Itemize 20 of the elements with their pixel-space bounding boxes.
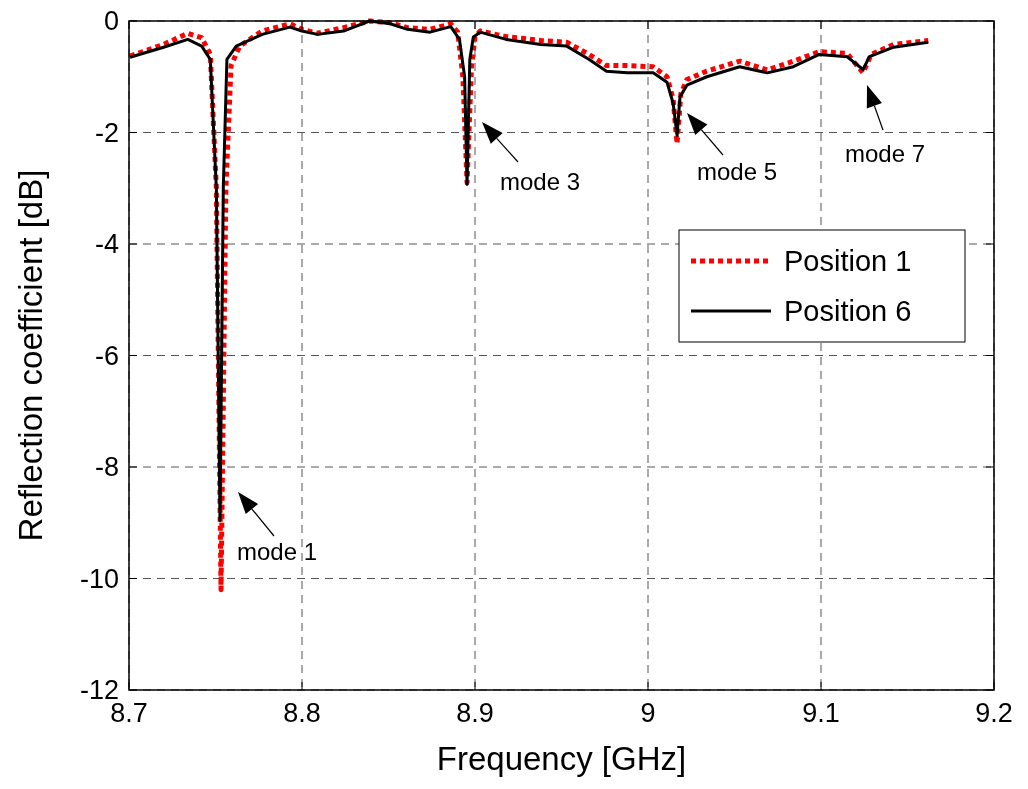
x-tick-label: 8.8	[283, 698, 321, 728]
annotation: mode 3	[500, 168, 581, 195]
annotation: mode 5	[697, 158, 778, 185]
annotation: mode 1	[237, 538, 318, 565]
x-tick-label: 8.9	[456, 698, 494, 728]
y-tick-label: -4	[94, 229, 119, 259]
x-tick-label: 9.2	[975, 698, 1013, 728]
y-tick-label: -6	[94, 340, 119, 371]
y-tick-label: 0	[103, 6, 119, 36]
y-axis-title: Reflection coefficient [dB]	[12, 169, 49, 542]
y-tick-label: -8	[94, 452, 119, 482]
x-tick-label: 8.7	[110, 698, 148, 728]
legend-label: Position 6	[784, 295, 912, 327]
x-tick-label: 9.1	[802, 698, 840, 728]
annotation: mode 7	[845, 140, 926, 167]
y-tick-label: -10	[79, 563, 119, 594]
legend-label: Position 1	[784, 245, 912, 277]
x-axis-title: Frequency [GHz]	[436, 740, 687, 777]
x-tick-label: 9	[640, 698, 656, 728]
y-tick-label: -2	[94, 117, 119, 148]
